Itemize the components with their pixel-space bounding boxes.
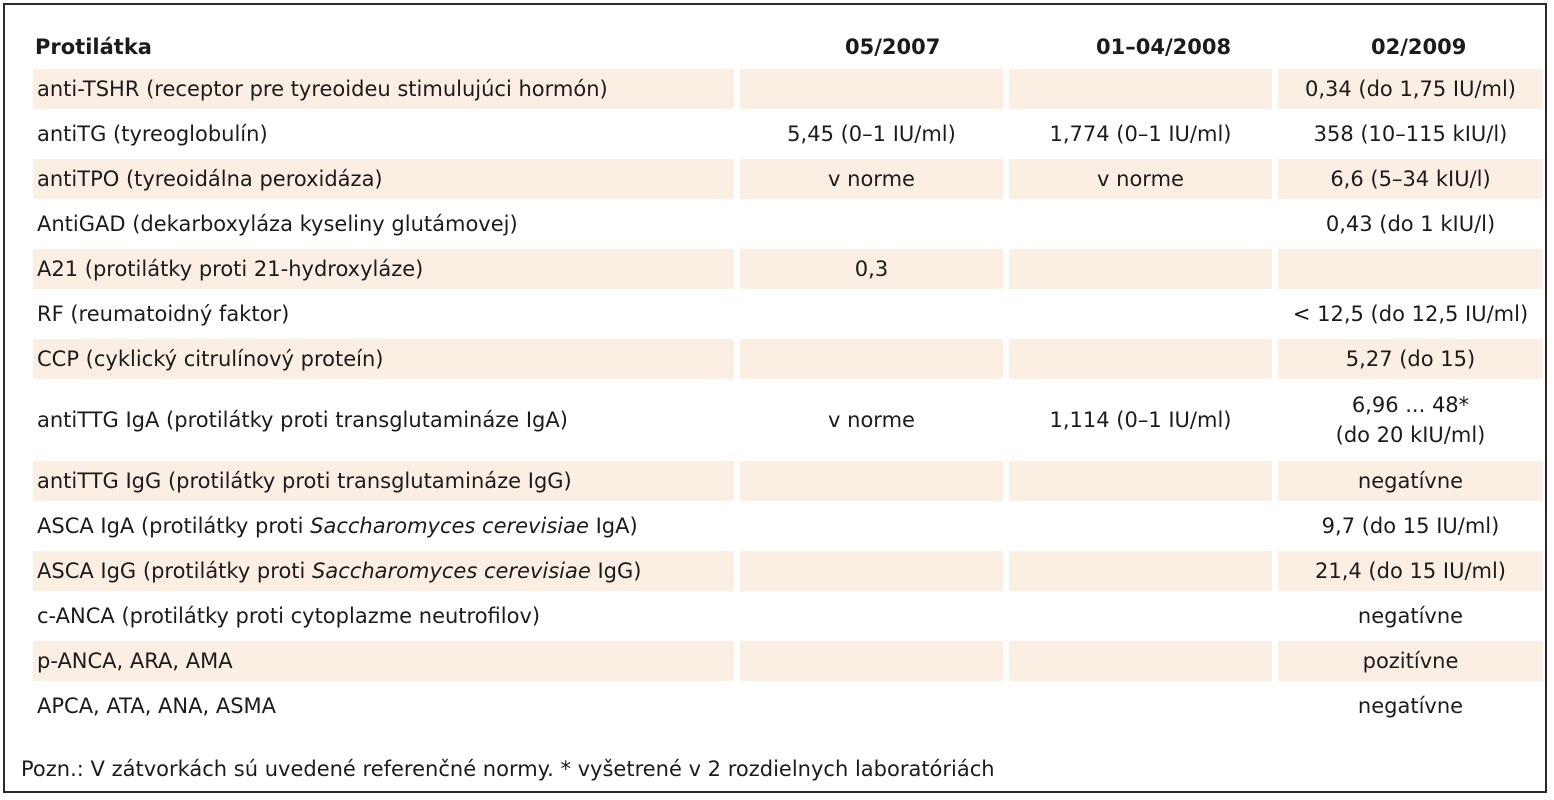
result-cell: [1009, 596, 1272, 636]
antibody-name-cell: A21 (protilátky proti 21-hydroxyláze): [33, 249, 734, 289]
result-cell: pozitívne: [1278, 641, 1543, 681]
table-row: antiTTG IgG (protilátky proti transgluta…: [33, 461, 1543, 501]
antibody-name-cell: antiTTG IgG (protilátky proti transgluta…: [33, 461, 734, 501]
table-row: antiTPO (tyreoidálna peroxidáza) v norme v…: [33, 159, 1543, 199]
table-row: anti-TSHR (receptor pre tyreoideu stimul…: [33, 69, 1543, 109]
antibody-name-cell: AntiGAD (dekarboxyláza kyseliny glutámov…: [37, 212, 518, 236]
table-frame: Protilátka 05/2007 01–04/2008 02/2009 an…: [3, 3, 1547, 793]
result-cell: [740, 641, 1003, 681]
result-cell: [740, 596, 1003, 636]
table-header: Protilátka 05/2007 01–04/2008 02/2009: [35, 31, 1545, 63]
header-date-2007: 05/2007: [845, 35, 941, 59]
result-cell: [1009, 686, 1272, 726]
result-cell: 0,3: [740, 249, 1003, 289]
result-cell: [1009, 204, 1272, 244]
result-cell: 0,34 (do 1,75 IU/ml): [1278, 69, 1543, 109]
result-cell: 1,114 (0–1 IU/ml): [1049, 408, 1232, 432]
result-cell: v norme: [1009, 159, 1272, 199]
table-row: ASCA IgG (protilátky proti Saccharomyces…: [33, 551, 1543, 591]
table-row: AntiGAD (dekarboxyláza kyseliny glutámov…: [33, 204, 1543, 244]
result-cell: [740, 461, 1003, 501]
result-cell: [1009, 461, 1272, 501]
result-cell: [1009, 249, 1272, 289]
antibody-name-cell: RF (reumatoidný faktor): [37, 302, 290, 326]
result-cell: [740, 686, 1003, 726]
result-cell: 21,4 (do 15 IU/ml): [1278, 551, 1543, 591]
result-cell: 1,774 (0–1 IU/ml): [1049, 122, 1232, 146]
result-cell: [1009, 506, 1272, 546]
result-cell: 5,27 (do 15): [1278, 339, 1543, 379]
result-cell: [740, 204, 1003, 244]
header-date-2008: 01–04/2008: [1096, 35, 1232, 59]
antibody-name-cell: antiTG (tyreoglobulín): [37, 122, 268, 146]
table-footnote: Pozn.: V zátvorkách sú uvedené referenčn…: [21, 757, 995, 781]
table-row: RF (reumatoidný faktor) < 12,5 (do 12,5 I…: [33, 294, 1543, 334]
result-cell: [1278, 249, 1543, 289]
result-cell: 5,45 (0–1 IU/ml): [787, 122, 956, 146]
result-cell: 6,6 (5–34 kIU/l): [1278, 159, 1543, 199]
result-cell: [1009, 641, 1272, 681]
table-row: c-ANCA (protilátky proti cytoplazme neut…: [33, 596, 1543, 636]
result-cell: [740, 69, 1003, 109]
result-cell: [1009, 551, 1272, 591]
table-row: APCA, ATA, ANA, ASMA negatívne: [33, 686, 1543, 726]
antibody-name-cell: c-ANCA (protilátky proti cytoplazme neut…: [37, 604, 541, 628]
result-cell: negatívne: [1357, 604, 1464, 628]
result-cell: [740, 506, 1003, 546]
result-cell: [1009, 294, 1272, 334]
table-row: p-ANCA, ARA, AMA pozitívne: [33, 641, 1543, 681]
result-cell: [1009, 339, 1272, 379]
result-cell: v norme: [740, 159, 1003, 199]
result-cell: 9,7 (do 15 IU/ml): [1321, 514, 1500, 538]
table-row: antiTTG IgA (protilátky proti transgluta…: [33, 384, 1543, 456]
result-cell: negatívne: [1278, 461, 1543, 501]
antibody-name-cell: antiTTG IgA (protilátky proti transgluta…: [37, 408, 568, 432]
result-cell: [1009, 69, 1272, 109]
table-row: ASCA IgA (protilátky proti Saccharomyces…: [33, 506, 1543, 546]
antibody-name-cell: CCP (cyklický citrulínový proteín): [33, 339, 734, 379]
antibody-name-cell: anti-TSHR (receptor pre tyreoideu stimul…: [33, 69, 734, 109]
antibody-name-cell: p-ANCA, ARA, AMA: [33, 641, 734, 681]
antibody-name-cell: ASCA IgG (protilátky proti Saccharomyces…: [33, 551, 734, 591]
antibody-name-cell: ASCA IgA (protilátky proti Saccharomyces…: [37, 514, 638, 538]
result-cell: [740, 551, 1003, 591]
result-cell: 0,43 (do 1 kIU/l): [1325, 212, 1496, 236]
result-cell: [740, 339, 1003, 379]
table-row: CCP (cyklický citrulínový proteín) 5,27 (…: [33, 339, 1543, 379]
result-cell: negatívne: [1357, 694, 1464, 718]
table-row: antiTG (tyreoglobulín) 5,45 (0–1 IU/ml) 1,…: [33, 114, 1543, 154]
result-cell: 358 (10–115 kIU/l): [1313, 122, 1508, 146]
antibody-name-cell: APCA, ATA, ANA, ASMA: [37, 694, 277, 718]
result-cell: v norme: [828, 408, 915, 432]
result-cell: [740, 294, 1003, 334]
header-date-2009: 02/2009: [1371, 35, 1467, 59]
table-row: A21 (protilátky proti 21-hydroxyláze) 0,3: [33, 249, 1543, 289]
header-antibody: Protilátka: [35, 35, 152, 59]
result-cell: < 12,5 (do 12,5 IU/ml): [1292, 302, 1529, 326]
antibody-name-cell: antiTPO (tyreoidálna peroxidáza): [33, 159, 734, 199]
result-cell: 6,96 ... 48* (do 20 kIU/ml): [1335, 393, 1486, 447]
